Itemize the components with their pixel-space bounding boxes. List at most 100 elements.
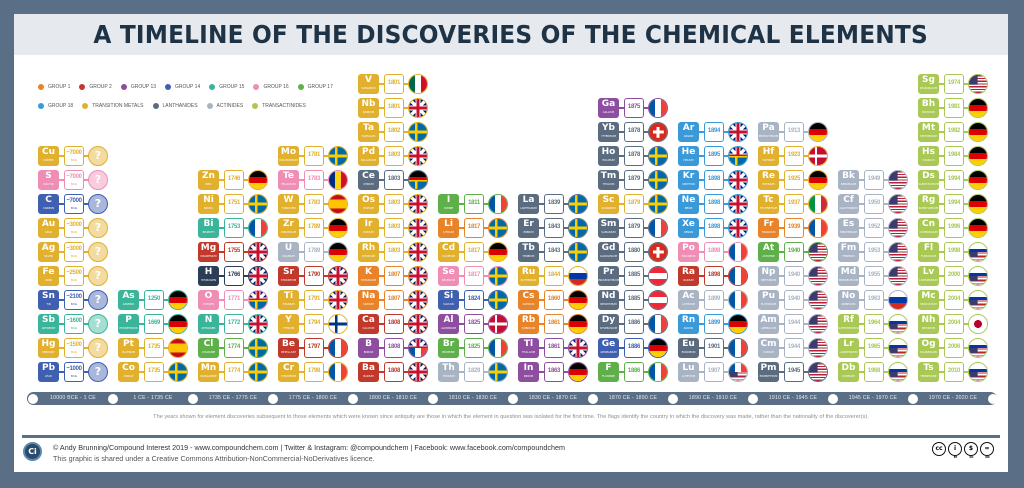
element-entry-pt[interactable]: Pt PLATINUM 1735 — [118, 338, 188, 358]
element-entry-md[interactable]: Md MENDELEVIUM 1955 — [838, 266, 908, 286]
element-tile[interactable]: Es EINSTEINIUM — [838, 218, 859, 238]
element-entry-i[interactable]: I IODINE 1811 — [438, 194, 508, 214]
element-tile[interactable]: Fm FERMIUM — [838, 242, 859, 262]
element-entry-pu[interactable]: Pu PLUTONIUM 1940 — [758, 290, 828, 310]
element-entry-fr[interactable]: Fr FRANCIUM 1939 — [758, 218, 828, 238]
element-tile[interactable]: Tb TERBIUM — [518, 242, 539, 262]
element-entry-as[interactable]: As ARSENIC 1250 — [118, 290, 188, 310]
element-entry-se[interactable]: Se SELENIUM 1817 — [438, 266, 508, 286]
element-tile[interactable]: Ar ARGON — [678, 122, 699, 142]
element-tile[interactable]: Ca CALCIUM — [358, 314, 379, 334]
element-tile[interactable]: Sm SAMARIUM — [598, 218, 619, 238]
element-entry-he[interactable]: He HELIUM 1895 — [678, 146, 748, 166]
element-tile[interactable]: Rh RHODIUM — [358, 242, 379, 262]
element-tile[interactable]: Db DUBNIUM — [838, 362, 859, 382]
element-entry-fm[interactable]: Fm FERMIUM 1953 — [838, 242, 908, 262]
element-tile[interactable]: Zn ZINC — [198, 170, 219, 190]
element-tile[interactable]: Rb RUBIDIUM — [518, 314, 539, 334]
element-tile[interactable]: Ru RUTHENIUM — [518, 266, 539, 286]
element-entry-pd[interactable]: Pd PALLADIUM 1803 — [358, 146, 428, 166]
element-entry-sb[interactable]: Sb ANTIMONY ~1600 BCE? — [38, 314, 108, 334]
element-tile[interactable]: Tm THULIUM — [598, 170, 619, 190]
element-entry-sr[interactable]: Sr STRONTIUM 1790 — [278, 266, 348, 286]
element-tile[interactable]: Po POLONIUM — [678, 242, 699, 262]
element-tile[interactable]: Zr ZIRCONIUM — [278, 218, 299, 238]
element-tile[interactable]: Sn TIN — [38, 290, 59, 310]
element-tile[interactable]: Ho HOLMIUM — [598, 146, 619, 166]
element-tile[interactable]: Cs CAESIUM — [518, 290, 539, 310]
element-tile[interactable]: Pd PALLADIUM — [358, 146, 379, 166]
element-tile[interactable]: Ga GALLIUM — [598, 98, 619, 118]
element-tile[interactable]: Y YTTRIUM — [278, 314, 299, 334]
element-entry-rn[interactable]: Rn RADON 1899 — [678, 314, 748, 334]
element-tile[interactable]: Nd NEODYMIUM — [598, 290, 619, 310]
element-tile[interactable]: Ce CERIUM — [358, 170, 379, 190]
element-entry-ga[interactable]: Ga GALLIUM 1875 — [598, 98, 668, 118]
element-tile[interactable]: Rf RUTHERFORDIUM — [838, 314, 859, 334]
element-entry-b[interactable]: B BORON 1808 — [358, 338, 428, 358]
element-entry-n[interactable]: N NITROGEN 1772 — [198, 314, 268, 334]
element-entry-cn[interactable]: Cn COPERNICIUM 1996 — [918, 218, 988, 238]
element-entry-og[interactable]: Og OGANESSON 2006 — [918, 338, 988, 358]
element-entry-pa[interactable]: Pa PROTACTINIUM 1913 — [758, 122, 828, 142]
element-entry-sm[interactable]: Sm SAMARIUM 1879 — [598, 218, 668, 238]
element-tile[interactable]: Br BROMINE — [438, 338, 459, 358]
element-entry-be[interactable]: Be BERYLLIUM 1797 — [278, 338, 348, 358]
element-tile[interactable]: Mo MOLYBDENUM — [278, 146, 299, 166]
element-entry-fl[interactable]: Fl FLEROVIUM 1998 — [918, 242, 988, 262]
element-tile[interactable]: Sb ANTIMONY — [38, 314, 59, 334]
element-tile[interactable]: Cr CHROMIUM — [278, 362, 299, 382]
element-entry-hs[interactable]: Hs HASSIUM 1984 — [918, 146, 988, 166]
element-tile[interactable]: Mc MOSCOVIUM — [918, 290, 939, 310]
element-tile[interactable]: Fe IRON — [38, 266, 59, 286]
element-entry-ge[interactable]: Ge GERMANIUM 1886 — [598, 338, 668, 358]
element-entry-s[interactable]: S SULFUR ~7000 BCE? — [38, 170, 108, 190]
element-tile[interactable]: Ne NEON — [678, 194, 699, 214]
element-entry-tl[interactable]: Tl THALLIUM 1861 — [518, 338, 588, 358]
element-entry-ra[interactable]: Ra RADIUM 1898 — [678, 266, 748, 286]
element-tile[interactable]: O OXYGEN — [198, 290, 219, 310]
element-entry-ho[interactable]: Ho HOLMIUM 1878 — [598, 146, 668, 166]
element-tile[interactable]: Cn COPERNICIUM — [918, 218, 939, 238]
element-tile[interactable]: Ir IRIDIUM — [358, 218, 379, 238]
element-tile[interactable]: Kr KRYPTON — [678, 170, 699, 190]
element-entry-ru[interactable]: Ru RUTHENIUM 1844 — [518, 266, 588, 286]
element-entry-pr[interactable]: Pr PRASEODYMIUM 1885 — [598, 266, 668, 286]
element-tile[interactable]: Ta TANTALUM — [358, 122, 379, 142]
element-tile[interactable]: Li LITHIUM — [438, 218, 459, 238]
element-tile[interactable]: W TUNGSTEN — [278, 194, 299, 214]
element-tile[interactable]: Pm PROMETHIUM — [758, 362, 779, 382]
element-entry-mc[interactable]: Mc MOSCOVIUM 2004 — [918, 290, 988, 310]
element-tile[interactable]: Sr STRONTIUM — [278, 266, 299, 286]
element-entry-tm[interactable]: Tm THULIUM 1879 — [598, 170, 668, 190]
element-entry-la[interactable]: La LANTHANUM 1839 — [518, 194, 588, 214]
element-tile[interactable]: Fl FLEROVIUM — [918, 242, 939, 262]
element-tile[interactable]: Gd GADOLINIUM — [598, 242, 619, 262]
element-tile[interactable]: Ac ACTINIUM — [678, 290, 699, 310]
element-tile[interactable]: N NITROGEN — [198, 314, 219, 334]
element-entry-db[interactable]: Db DUBNIUM 1968 — [838, 362, 908, 382]
element-tile[interactable]: He HELIUM — [678, 146, 699, 166]
element-entry-cu[interactable]: Cu COPPER ~7000 BCE? — [38, 146, 108, 166]
element-tile[interactable]: Bi BISMUTH — [198, 218, 219, 238]
element-tile[interactable]: V VANADIUM — [358, 74, 379, 94]
element-tile[interactable]: I IODINE — [438, 194, 459, 214]
element-entry-c[interactable]: C CARBON ~7000 BCE? — [38, 194, 108, 214]
element-tile[interactable]: F FLUORINE — [598, 362, 619, 382]
element-entry-p[interactable]: P PHOSPHORUS 1669 — [118, 314, 188, 334]
element-entry-u[interactable]: U URANIUM 1789 — [278, 242, 348, 262]
element-tile[interactable]: Ti TITANIUM — [278, 290, 299, 310]
element-tile[interactable]: Nh NIHONIUM — [918, 314, 939, 334]
element-entry-sc[interactable]: Sc SCANDIUM 1879 — [598, 194, 668, 214]
element-tile[interactable]: Fr FRANCIUM — [758, 218, 779, 238]
element-tile[interactable]: C CARBON — [38, 194, 59, 214]
element-entry-dy[interactable]: Dy DYSPROSIUM 1886 — [598, 314, 668, 334]
element-tile[interactable]: Hg MERCURY — [38, 338, 59, 358]
element-entry-np[interactable]: Np NEPTUNIUM 1940 — [758, 266, 828, 286]
element-entry-cs[interactable]: Cs CAESIUM 1860 — [518, 290, 588, 310]
element-entry-at[interactable]: At ASTATINE 1940 — [758, 242, 828, 262]
element-tile[interactable]: As ARSENIC — [118, 290, 139, 310]
element-tile[interactable]: Cu COPPER — [38, 146, 59, 166]
element-entry-nb[interactable]: Nb NIOBIUM 1801 — [358, 98, 428, 118]
element-entry-pm[interactable]: Pm PROMETHIUM 1945 — [758, 362, 828, 382]
